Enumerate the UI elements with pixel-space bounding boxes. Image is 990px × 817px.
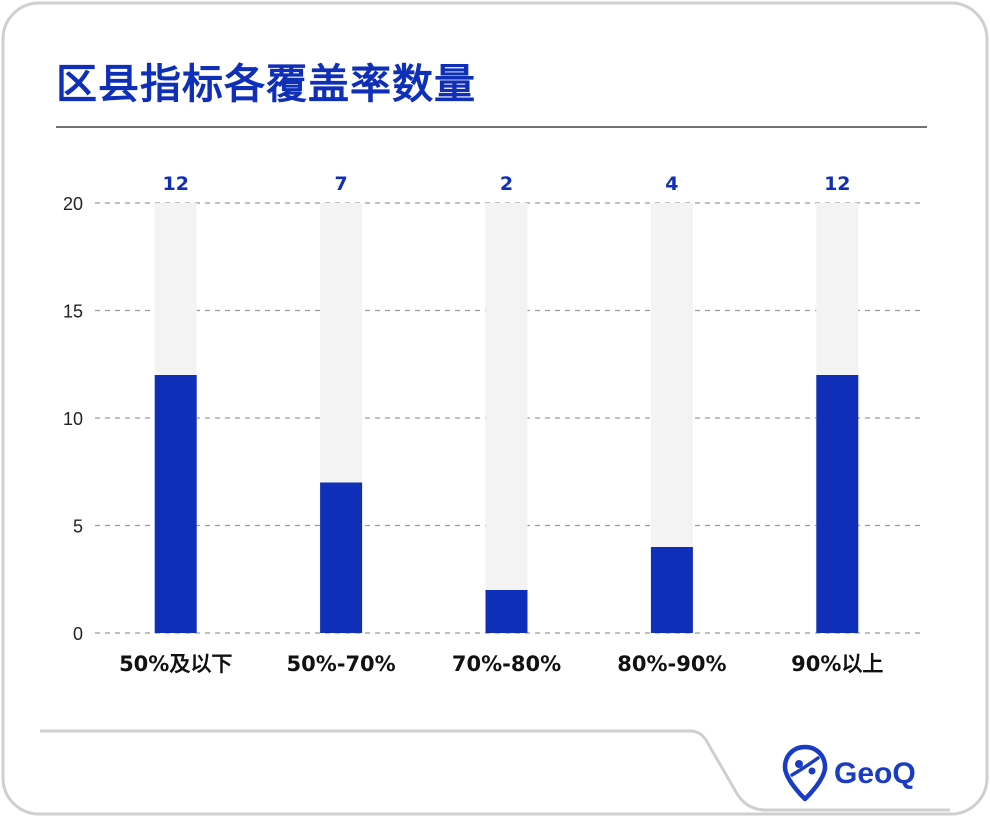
brand-name: GeoQ (834, 757, 916, 790)
x-tick-label: 80%-90% (617, 652, 726, 676)
bar (320, 482, 363, 633)
y-tick-label: 20 (63, 194, 83, 214)
data-label: 2 (500, 173, 513, 195)
data-label: 12 (824, 173, 850, 195)
x-tick-label: 50%-70% (286, 652, 395, 676)
x-tick-label: 50%及以下 (119, 652, 232, 676)
data-label: 7 (334, 173, 347, 195)
y-tick-label: 0 (73, 624, 83, 644)
bar (485, 590, 528, 633)
y-tick-label: 10 (63, 409, 83, 429)
y-tick-label: 5 (73, 517, 83, 537)
bar (650, 547, 693, 633)
brand-logo: GeoQ (782, 744, 932, 804)
bar (816, 375, 859, 633)
data-label: 12 (162, 173, 188, 195)
data-label: 4 (665, 173, 678, 195)
page-title: 区县指标各覆盖率数量 (56, 60, 476, 108)
bar (154, 375, 197, 633)
x-tick-label: 70%-80% (452, 652, 561, 676)
x-tick-label: 90%以上 (791, 652, 883, 676)
geoq-pin-icon (782, 744, 828, 802)
y-tick-label: 15 (63, 302, 83, 322)
bar-track (485, 203, 528, 633)
